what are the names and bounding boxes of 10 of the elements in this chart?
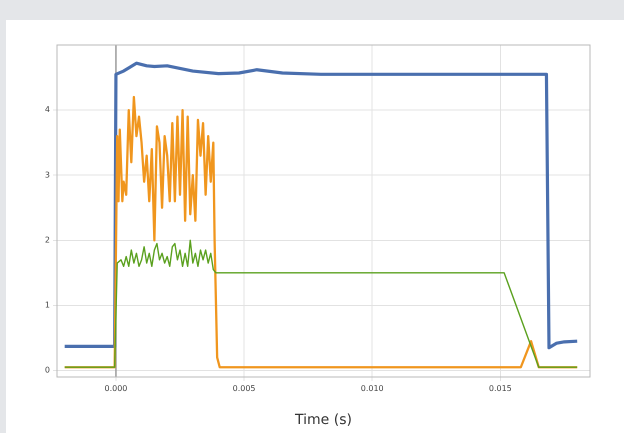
y-tick-label: 0 [44, 366, 50, 375]
y-tick-label: 2 [44, 235, 50, 244]
y-tick-label: 4 [44, 105, 50, 114]
x-tick-label: 0.010 [360, 384, 384, 393]
y-tick-label: 3 [44, 170, 50, 180]
x-tick-label: 0.000 [104, 384, 128, 393]
x-tick-label: 0.005 [232, 384, 256, 393]
y-tick-label: 1 [44, 300, 50, 310]
x-axis-title: Time (s) [294, 412, 352, 428]
x-tick-label: 0.015 [488, 384, 512, 393]
